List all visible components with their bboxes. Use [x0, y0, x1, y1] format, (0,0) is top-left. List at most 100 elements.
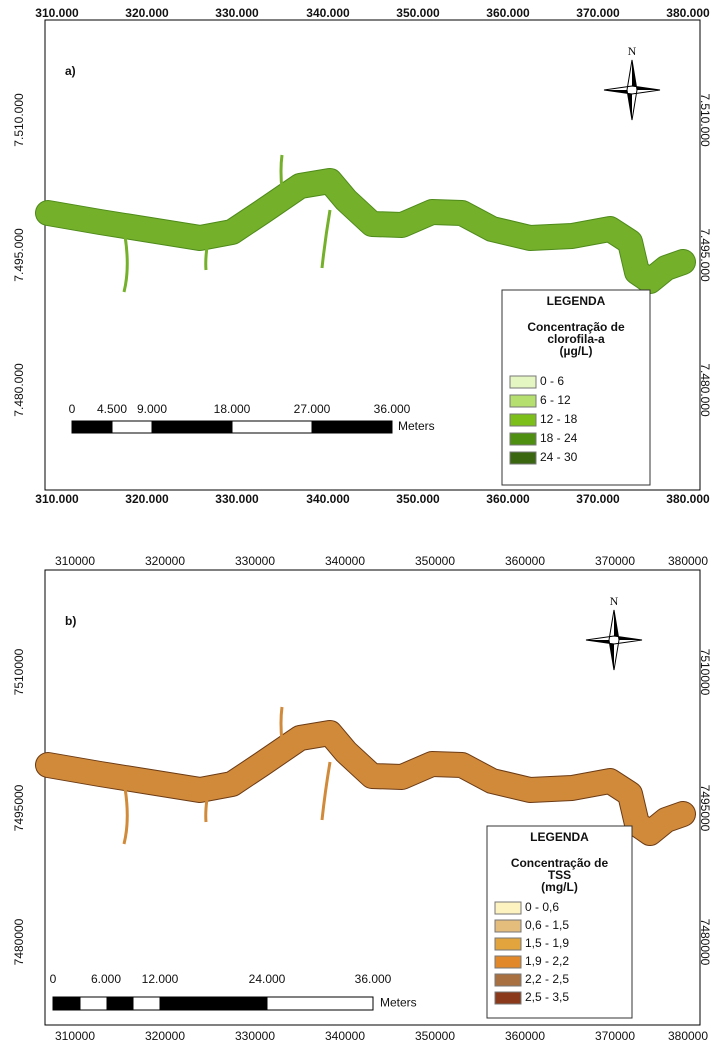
- y-coord-label: 7.480.000: [698, 363, 712, 417]
- legend-swatch: [510, 433, 536, 445]
- x-coord-label: 360000: [505, 1029, 545, 1043]
- legend-label: 0,6 - 1,5: [525, 918, 569, 932]
- scale-segment: [232, 421, 312, 433]
- scale-label: 24.000: [249, 972, 286, 986]
- x-coord-label: 330.000: [215, 492, 259, 506]
- legend-swatch: [495, 974, 521, 986]
- legend-swatch: [495, 920, 521, 932]
- legend-title: LEGENDA: [547, 294, 606, 308]
- scale-segment: [152, 421, 232, 433]
- y-coord-label: 7.480.000: [12, 363, 26, 417]
- x-coord-label: 380.000: [666, 492, 710, 506]
- scale-label: 0: [50, 972, 57, 986]
- legend-subtitle: (µg/L): [560, 344, 593, 358]
- x-coord-label: 380000: [668, 554, 708, 568]
- legend-swatch: [510, 376, 536, 388]
- scale-label: 0: [69, 402, 76, 416]
- scale-unit: Meters: [380, 996, 417, 1010]
- legend-label: 0 - 0,6: [525, 900, 559, 914]
- x-coord-label: 340000: [325, 554, 365, 568]
- scale-label: 36.000: [355, 972, 392, 986]
- scale-label: 4.500: [97, 402, 127, 416]
- y-coord-label: 7480000: [12, 918, 26, 965]
- legend-subtitle: (mg/L): [541, 880, 578, 894]
- y-coord-label: 7.510.000: [698, 93, 712, 147]
- x-coord-label: 350000: [415, 554, 455, 568]
- scale-segment: [53, 997, 80, 1010]
- x-coord-label: 350.000: [396, 6, 440, 20]
- scale-segment: [107, 997, 133, 1010]
- x-coord-label: 370.000: [576, 6, 620, 20]
- legend-swatch: [510, 414, 536, 426]
- x-coord-label: 360000: [505, 554, 545, 568]
- river: [48, 733, 683, 833]
- scale-label: 36.000: [374, 402, 411, 416]
- tributary: [281, 155, 282, 190]
- x-coord-label: 320000: [145, 1029, 185, 1043]
- legend-swatch: [495, 956, 521, 968]
- legend-label: 1,5 - 1,9: [525, 936, 569, 950]
- x-coord-label: 370.000: [576, 492, 620, 506]
- map-figure: 310.000310.000320.000320.000330.000330.0…: [0, 0, 712, 1047]
- north-label: N: [610, 594, 619, 608]
- legend-swatch: [510, 395, 536, 407]
- legend-label: 1,9 - 2,2: [525, 954, 569, 968]
- x-coord-label: 340000: [325, 1029, 365, 1043]
- scale-segment: [312, 421, 392, 433]
- river: [48, 181, 683, 281]
- scale-segment: [72, 421, 112, 433]
- y-coord-label: 7510000: [12, 648, 26, 695]
- x-coord-label: 380000: [668, 1029, 708, 1043]
- scale-label: 9.000: [137, 402, 167, 416]
- y-coord-label: 7.495.000: [12, 228, 26, 282]
- x-coord-label: 330000: [235, 554, 275, 568]
- x-coord-label: 360.000: [486, 492, 530, 506]
- y-coord-label: 7510000: [698, 649, 712, 696]
- scale-segment: [112, 421, 152, 433]
- y-coord-label: 7480000: [698, 919, 712, 966]
- tributary: [206, 240, 208, 270]
- x-coord-label: 320000: [145, 554, 185, 568]
- legend-swatch: [495, 938, 521, 950]
- x-coord-label: 310.000: [35, 6, 79, 20]
- tributary: [206, 792, 208, 822]
- legend-title: LEGENDA: [530, 830, 589, 844]
- scale-label: 6.000: [91, 972, 121, 986]
- legend-label: 12 - 18: [540, 412, 578, 426]
- x-coord-label: 370000: [595, 554, 635, 568]
- legend-label: 6 - 12: [540, 393, 571, 407]
- scale-unit: Meters: [398, 419, 435, 433]
- scale-segment: [267, 997, 373, 1010]
- scale-segment: [160, 997, 267, 1010]
- x-coord-label: 310.000: [35, 492, 79, 506]
- legend-swatch: [510, 452, 536, 464]
- x-coord-label: 330.000: [215, 6, 259, 20]
- north-label: N: [628, 44, 637, 58]
- x-coord-label: 370000: [595, 1029, 635, 1043]
- x-coord-label: 320.000: [125, 6, 169, 20]
- legend-label: 18 - 24: [540, 431, 578, 445]
- legend-swatch: [495, 992, 521, 1004]
- legend-label: 2,2 - 2,5: [525, 972, 569, 986]
- x-coord-label: 380.000: [666, 6, 710, 20]
- legend-swatch: [495, 902, 521, 914]
- scale-label: 27.000: [294, 402, 331, 416]
- tributary: [124, 236, 127, 292]
- page: 310.000310.000320.000320.000330.000330.0…: [0, 0, 712, 1047]
- legend-label: 24 - 30: [540, 450, 578, 464]
- y-coord-label: 7495000: [12, 784, 26, 831]
- legend-label: 0 - 6: [540, 374, 564, 388]
- y-coord-label: 7.510.000: [12, 93, 26, 147]
- y-coord-label: 7.495.000: [698, 228, 712, 282]
- scale-segment: [80, 997, 107, 1010]
- x-coord-label: 340.000: [306, 6, 350, 20]
- panel: 310.000310.000320.000320.000330.000330.0…: [12, 6, 712, 506]
- x-coord-label: 340.000: [306, 492, 350, 506]
- scale-label: 12.000: [142, 972, 179, 986]
- tributary: [281, 707, 282, 742]
- panel-label: b): [65, 614, 76, 628]
- x-coord-label: 350000: [415, 1029, 455, 1043]
- scale-segment: [133, 997, 160, 1010]
- panel-label: a): [65, 64, 76, 78]
- scale-label: 18.000: [214, 402, 251, 416]
